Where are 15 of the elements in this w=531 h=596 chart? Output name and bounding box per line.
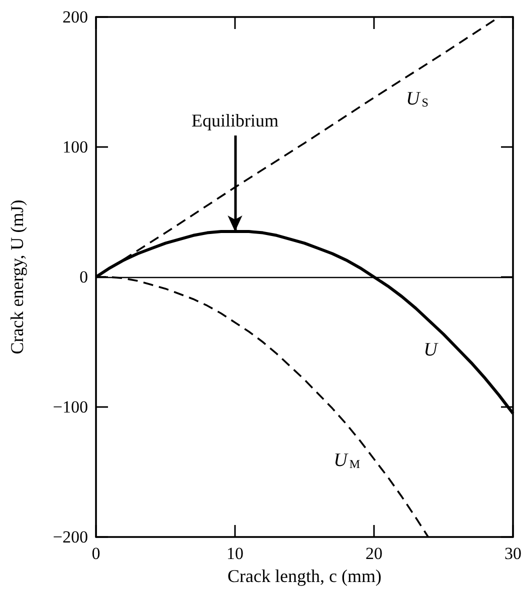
x-tick-label: 0	[92, 544, 100, 563]
y-tick-label: −200	[52, 528, 88, 546]
x-axis-title: Crack length, c (mm)	[228, 566, 382, 586]
x-tick-label: 10	[226, 544, 244, 563]
x-tick-label: 20	[366, 544, 382, 563]
series-label: U	[424, 340, 439, 360]
series-label: UM	[334, 450, 360, 471]
series-label: US	[406, 88, 428, 110]
x-tick-label: 30	[504, 544, 522, 563]
annotation: Equilibrium	[192, 110, 278, 130]
y-tick-label: 100	[62, 138, 88, 156]
y-axis-title: Crack energy, U (mJ)	[7, 200, 27, 354]
y-tick-label: 200	[62, 8, 88, 26]
y-tick-label: 0	[80, 268, 88, 286]
y-tick-label: −100	[52, 398, 88, 416]
